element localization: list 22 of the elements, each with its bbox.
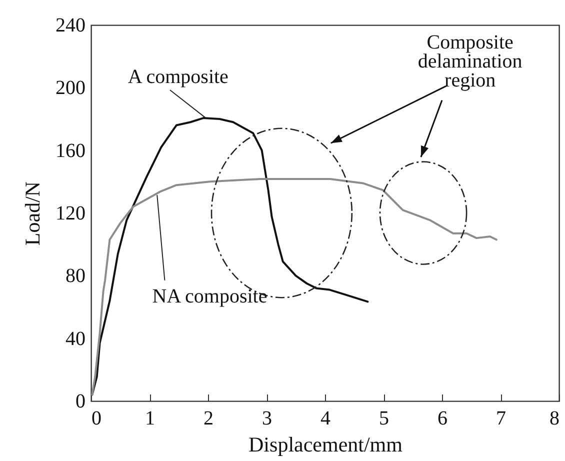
y-tick-label: 40 bbox=[66, 328, 86, 350]
line-series bbox=[91, 178, 498, 396]
x-tick-label: 4 bbox=[320, 408, 330, 430]
y-tick-label: 0 bbox=[76, 390, 86, 412]
x-tick-label: 7 bbox=[496, 408, 506, 430]
y-tick-label: 160 bbox=[56, 140, 86, 162]
annotation-label: A composite bbox=[128, 66, 228, 88]
x-tick-label: 1 bbox=[145, 408, 155, 430]
annotation-text: Composite delamination region bbox=[418, 32, 522, 92]
y-tick-label: 200 bbox=[56, 77, 86, 100]
x-tick-label: 2 bbox=[204, 408, 214, 430]
x-tick-label: 3 bbox=[262, 408, 272, 430]
annotation-label: NA composite bbox=[152, 285, 268, 308]
y-axis-title: Load/N bbox=[20, 181, 44, 246]
x-tick-label: 6 bbox=[438, 408, 448, 430]
y-tick-label: 120 bbox=[56, 202, 86, 224]
y-tick-label: 240 bbox=[56, 14, 86, 36]
x-tick-label: 8 bbox=[550, 408, 560, 430]
x-axis-title: Displacement/mm bbox=[248, 432, 402, 456]
y-tick-label: 80 bbox=[66, 265, 86, 288]
x-tick-label: 0 bbox=[92, 408, 102, 430]
x-tick-label: 5 bbox=[379, 408, 389, 430]
